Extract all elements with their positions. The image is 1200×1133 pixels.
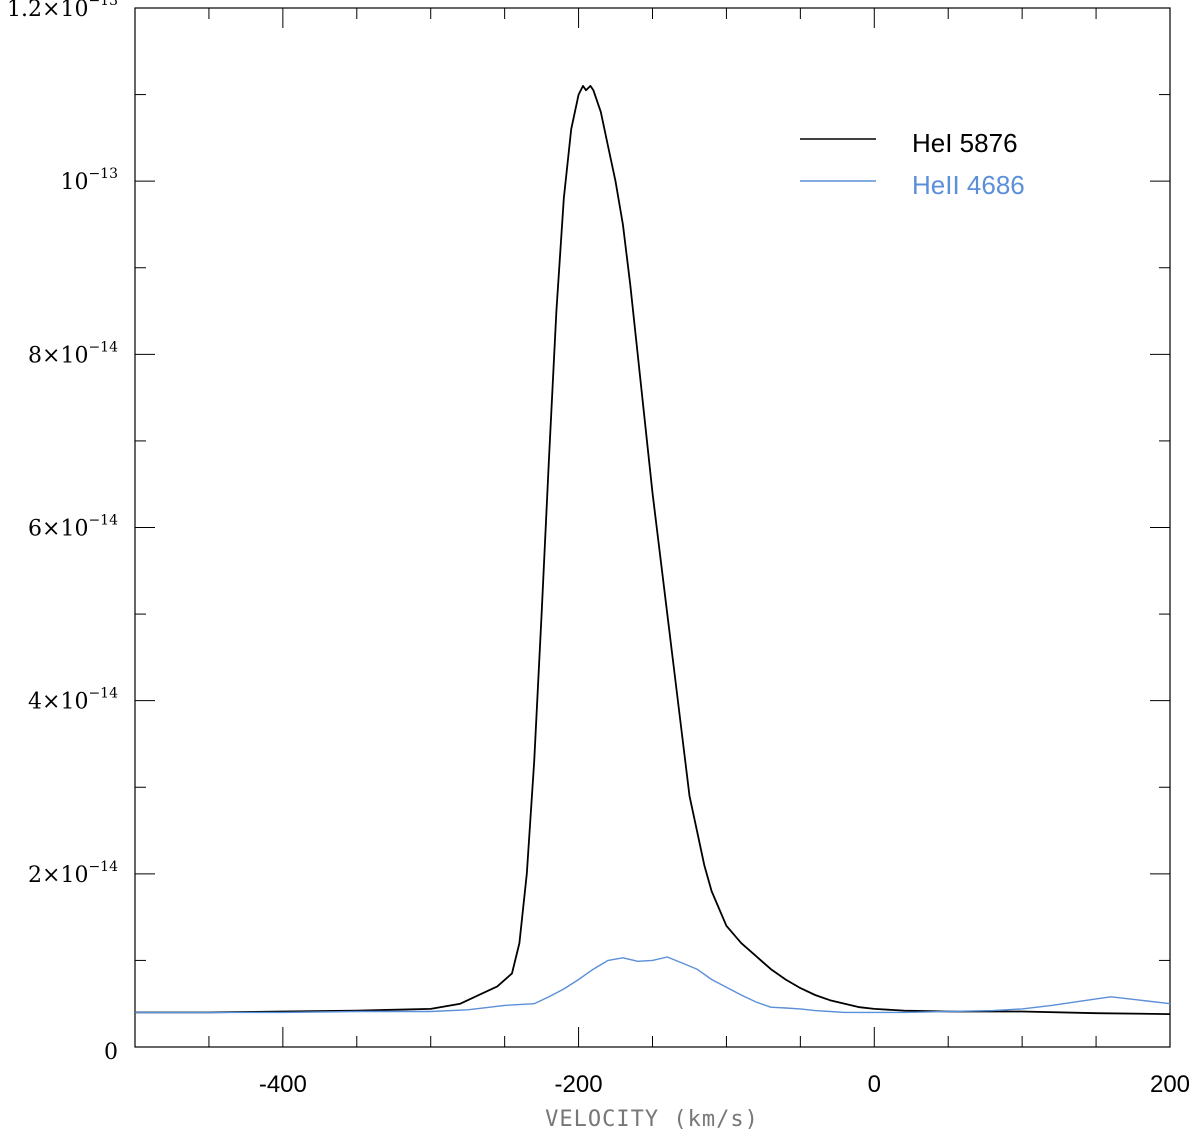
y-tick-label: 1.2×10−13 [7, 0, 118, 22]
x-tick-label: -200 [555, 1071, 603, 1098]
plot-frame [134, 7, 1171, 1048]
series-line-0 [135, 85, 1171, 1015]
series-layer [135, 85, 1171, 1015]
legend: HeI 5876 HeII 4686 [800, 128, 1025, 200]
legend-label: HeII 4686 [912, 170, 1025, 200]
x-tick-label: 0 [868, 1071, 881, 1098]
y-tick-label: 2×10−14 [28, 859, 118, 888]
y-tick-labels: 0 2×10−14 4×10−14 6×10−14 8×10−14 10−13 1.2×10… [7, 0, 118, 1065]
x-axis-label: VELOCITY (km/s) [545, 1107, 759, 1132]
axis-ticks [134, 7, 1171, 1048]
series-line-1 [135, 956, 1171, 1014]
y-tick-label: 6×10−14 [28, 513, 118, 542]
y-tick-label: 8×10−14 [28, 339, 118, 368]
x-tick-labels: -400 -200 0 200 [259, 1071, 1190, 1098]
x-tick-label: -400 [259, 1071, 307, 1098]
legend-label: HeI 5876 [912, 128, 1018, 158]
y-tick-label: 0 [104, 1040, 118, 1065]
x-tick-label: 200 [1150, 1071, 1190, 1098]
y-tick-label: 10−13 [60, 166, 118, 195]
y-tick-label: 4×10−14 [28, 686, 118, 715]
